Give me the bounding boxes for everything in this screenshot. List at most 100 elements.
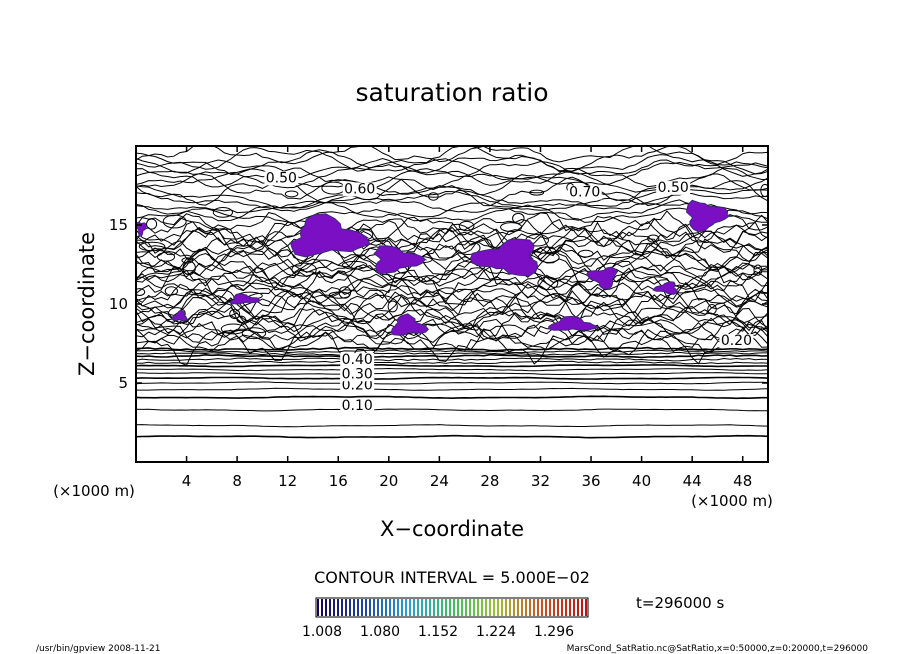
contour-loop [760,183,768,198]
contour-line [136,252,768,288]
colorbar-tick-label: 1.296 [534,624,574,640]
colorbar-stripe [369,599,371,616]
supersaturated-regions [136,199,732,336]
colorbar-stripe [489,599,491,616]
colorbar-stripe [493,599,495,616]
colorbar-stripe [569,599,571,616]
colorbar-stripe [545,599,547,616]
x-axis-ticks: 4 8 12 16 20 24 28 32 36 40 44 48 [182,146,752,490]
contour-loop [164,286,178,296]
supersaturated-region [289,213,371,258]
colorbar-stripe [433,599,435,616]
supersaturated-region [586,266,619,290]
x-tick-label: 48 [733,472,752,490]
contour-loop [212,207,233,218]
contour-line [136,357,768,362]
colorbar-stripe [577,599,579,616]
contour-label-bg [340,353,375,368]
colorbar-stripe [561,599,563,616]
footer-left: /usr/bin/gpview 2008-11-21 [36,644,160,654]
x-tick-label: 32 [531,472,550,490]
contour-label: 0.20 [721,333,752,349]
colorbar-tick-label: 1.152 [418,624,458,640]
contour-loop [241,327,267,340]
contour-label-bg [656,180,691,195]
x-tick-label: 20 [379,472,398,490]
colorbar-stripe [509,599,511,616]
contour-line [136,245,768,278]
colorbar-stripe [381,599,383,616]
colorbar-stripe [341,599,343,616]
contour-label: 0.30 [342,366,373,382]
colorbar-stripe [505,599,507,616]
contour-loop [500,222,523,233]
colorbar-ticks: 1.008 1.080 1.152 1.224 1.296 [302,624,574,640]
colorbar-frame [315,597,589,618]
contour-line [136,290,768,312]
colorbar-stripe [553,599,555,616]
contour-line [136,281,768,315]
contour-line [136,346,768,352]
colorbar-stripe [441,599,443,616]
contour-line [136,367,768,372]
contour-loop [138,241,166,252]
contour-loop [529,189,545,196]
colorbar-stripe [453,599,455,616]
supersaturated-region [470,238,539,277]
x-tick-label: 28 [480,472,499,490]
colorbar-stripe [421,599,423,616]
y-axis-label: Z−coordinate [75,232,99,376]
colorbar-stripe [385,599,387,616]
contour-label-bg [342,182,377,197]
colorbar-stripe [581,599,583,616]
colorbar-stripe [333,599,335,616]
contour-loop [455,240,481,256]
contour-label-bg [567,185,602,200]
contour-line [136,395,768,400]
colorbar-stripe [361,599,363,616]
contour-loop [458,220,475,232]
colorbar-stripe [481,599,483,616]
supersaturated-region [373,245,428,275]
colorbar-stripe [353,599,355,616]
supersaturated-region [685,199,732,233]
contour-loop [537,251,560,263]
supersaturated-region [390,313,429,336]
y-tick-label: 5 [118,374,128,392]
contour-line [136,321,768,353]
contour-label-bg [264,171,299,186]
contour-line [136,314,768,340]
contour-label: 0.50 [266,170,297,186]
contour-interval: CONTOUR INTERVAL = 5.000E−02 [314,568,590,587]
colorbar-stripe [513,599,515,616]
x-tick-label: 8 [232,472,242,490]
x-tick-label: 24 [430,472,449,490]
chart-title: saturation ratio [355,78,548,107]
footer-right: MarsCond_SatRatio.nc@SatRatio,x=0:50000,… [567,644,869,654]
colorbar-stripe [549,599,551,616]
contour-loop [136,288,146,296]
contour-line [136,307,768,338]
contour-line [136,212,768,239]
colorbar-stripe [321,599,323,616]
colorbar-stripe [517,599,519,616]
colorbar-stripe [365,599,367,616]
contour-line [136,210,768,248]
contour-line [136,349,768,354]
colorbar-stripe [469,599,471,616]
colorbar-stripe [445,599,447,616]
colorbar-stripe [317,599,319,616]
contour-line [136,146,768,173]
colorbar-stripe [373,599,375,616]
contour-line [136,360,768,365]
contour-loop [146,218,158,230]
contour-loop [428,192,439,201]
contour-loop [578,249,594,258]
x-tick-label: 4 [182,472,192,490]
colorbar-stripe [573,599,575,616]
contour-line [136,363,768,368]
x-tick-label: 12 [278,472,297,490]
colorbar-stripe [497,599,499,616]
x-tick-label: 44 [683,472,702,490]
